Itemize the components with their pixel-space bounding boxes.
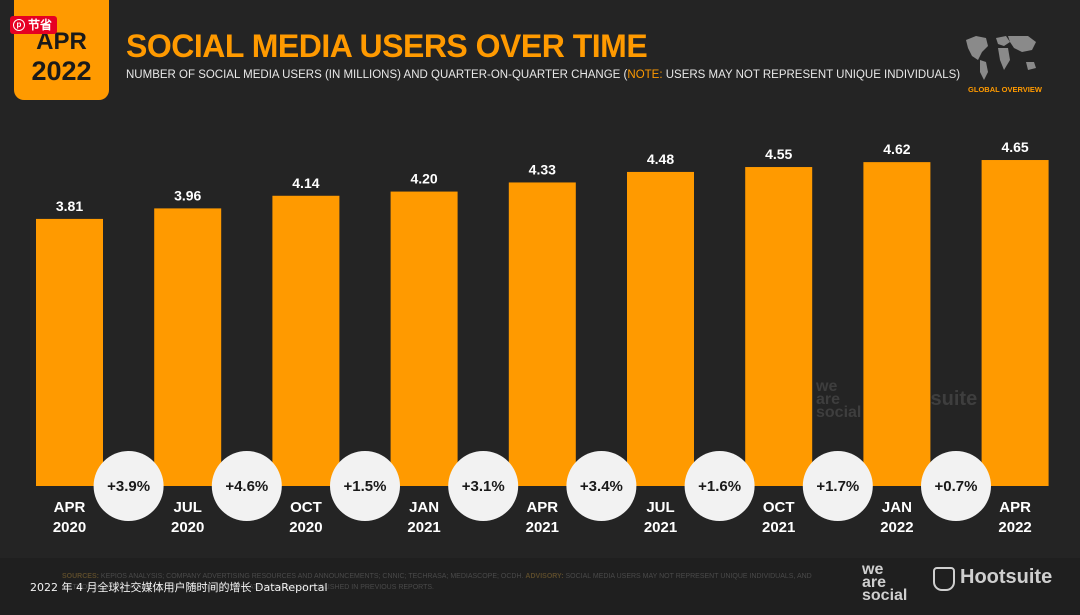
change-label: +1.7% <box>816 478 859 495</box>
sources-label: SOURCES: <box>62 573 99 580</box>
x-tick-label-year: 2021 <box>407 519 440 536</box>
subtitle-main: NUMBER OF SOCIAL MEDIA USERS (IN MILLION… <box>126 69 628 81</box>
footer-hootsuite: Hootsuite <box>960 566 1053 588</box>
watermark-brand-line: are <box>816 391 841 408</box>
change-bubble <box>566 451 637 521</box>
bar-value-label: 4.62 <box>883 141 910 157</box>
bar <box>863 162 931 486</box>
footer-brand-line: we <box>862 561 884 578</box>
change-bubble <box>330 451 400 521</box>
bar-value-label: 4.14 <box>292 175 319 191</box>
footer-brand-line: social <box>862 587 908 604</box>
change-bubble <box>211 451 282 521</box>
x-tick-label-year: 2022 <box>880 519 913 536</box>
bar-value-label: 3.96 <box>174 187 201 203</box>
subtitle-note-label: NOTE: <box>627 69 663 81</box>
footer-brand-line: are <box>862 574 887 591</box>
x-tick-label-month: JAN <box>409 499 439 516</box>
watermark-brand-line: social <box>816 404 862 421</box>
bar <box>981 160 1049 486</box>
pinterest-icon: p <box>13 19 25 31</box>
bar <box>154 208 222 486</box>
x-tick-label-year: 2021 <box>762 519 795 536</box>
pinterest-save-button[interactable]: p 节省 <box>10 16 58 34</box>
x-tick-label-year: 2020 <box>289 519 322 536</box>
change-label: +3.1% <box>462 478 505 495</box>
bar <box>272 195 340 486</box>
bar-value-label: 4.48 <box>647 151 674 167</box>
page-subtitle: NUMBER OF SOCIAL MEDIA USERS (IN MILLION… <box>126 68 960 82</box>
bar <box>508 182 576 486</box>
change-bubble <box>93 451 164 521</box>
change-bubble <box>684 451 755 521</box>
page-title: SOCIAL MEDIA USERS OVER TIME <box>126 28 648 64</box>
change-label: +4.6% <box>225 478 268 495</box>
x-tick-label-year: 2021 <box>526 519 559 536</box>
change-bubble <box>802 451 873 521</box>
bar-value-label: 3.81 <box>56 198 83 214</box>
pin-label: 节省 <box>28 18 53 32</box>
image-caption: 2022 年 4 月全球社交媒体用户随时间的增长 DataReportal <box>30 581 328 594</box>
x-tick-label-month: OCT <box>290 499 322 516</box>
watermark-brand-line: we <box>816 378 838 395</box>
bar-value-label: 4.33 <box>529 161 556 177</box>
x-tick-label-month: JAN <box>882 499 912 516</box>
bar-value-label: 4.55 <box>765 146 792 162</box>
advisory-label: ADVISORY: <box>525 573 564 580</box>
x-tick-label-month: JUL <box>174 499 202 516</box>
bar <box>390 191 458 486</box>
sources-note: SOURCES: KEPIOS ANALYSIS; COMPANY ADVERT… <box>62 571 822 593</box>
change-bubble <box>448 451 519 521</box>
change-label: +0.7% <box>935 478 978 495</box>
footer-brand: we are social <box>862 561 908 604</box>
sources-text: KEPIOS ANALYSIS; COMPANY ADVERTISING RES… <box>100 573 524 580</box>
x-tick-label-year: 2020 <box>171 519 204 536</box>
badge-year: 2022 <box>31 56 92 86</box>
change-label: +3.9% <box>107 478 150 495</box>
hootsuite-owl-icon <box>933 567 955 591</box>
x-tick-label-year: 2020 <box>53 519 86 536</box>
world-map-icon <box>966 36 1036 80</box>
footer <box>0 558 1080 615</box>
change-bubble <box>921 451 991 521</box>
subtitle-note-text: USERS MAY NOT REPRESENT UNIQUE INDIVIDUA… <box>662 69 961 81</box>
bar <box>36 218 103 486</box>
advisory-text: SOCIAL MEDIA USERS MAY NOT REPRESENT UNI… <box>62 573 812 591</box>
x-tick-label-year: 2022 <box>998 519 1031 536</box>
region-label: GLOBAL OVERVIEW <box>968 85 1042 94</box>
bar-value-label: 4.65 <box>1001 139 1028 155</box>
change-label: +1.6% <box>698 478 741 495</box>
bar-value-label: 4.20 <box>410 171 437 187</box>
bar <box>627 171 694 486</box>
x-tick-label-month: APR <box>526 499 558 516</box>
x-tick-label-month: JUL <box>646 499 674 516</box>
x-tick-label-month: APR <box>54 499 86 516</box>
watermark-brand: we are social <box>816 378 862 421</box>
x-tick-label-year: 2021 <box>644 519 677 536</box>
date-badge: APR 2022 <box>14 0 109 100</box>
x-tick-label-month: APR <box>999 499 1031 516</box>
bar <box>745 167 813 486</box>
x-tick-label-month: OCT <box>763 499 795 516</box>
change-label: +1.5% <box>344 478 387 495</box>
change-label: +3.4% <box>580 478 623 495</box>
